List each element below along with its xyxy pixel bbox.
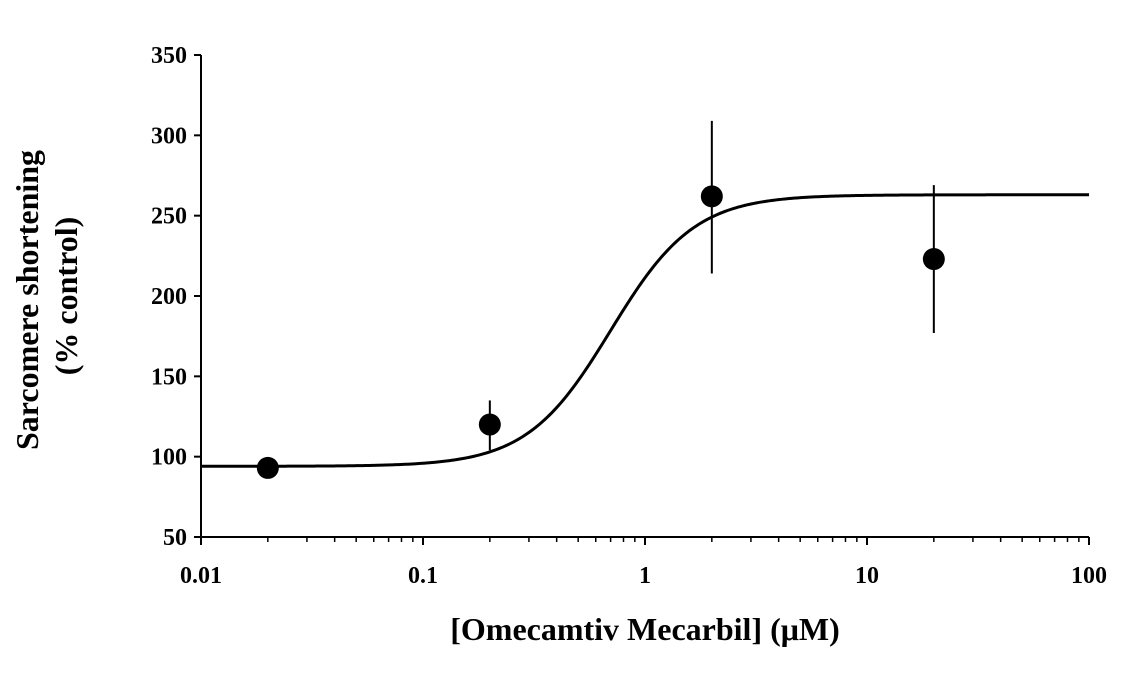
y-axis-title-line-1: Sarcomere shortening xyxy=(9,150,45,450)
x-tick-label: 1 xyxy=(639,563,651,589)
y-tick-label: 100 xyxy=(151,445,187,471)
x-tick-label: 10 xyxy=(855,563,879,589)
y-axis-title-line-2: (% control) xyxy=(48,217,84,375)
axis-ticks: 50 100 150 200 250 300 350 0.01 0.1 1 10 100 xyxy=(151,43,1107,589)
y-tick-label: 350 xyxy=(151,43,187,69)
y-tick-label: 50 xyxy=(163,525,187,551)
data-points xyxy=(256,120,945,479)
y-axis-title: Sarcomere shortening (% control) xyxy=(9,142,84,450)
data-point xyxy=(478,413,501,436)
data-point-group xyxy=(478,400,501,451)
fit-curve xyxy=(201,193,1089,468)
data-point-group xyxy=(700,120,723,274)
data-point-group xyxy=(256,456,279,479)
fit-curve-group xyxy=(201,193,1089,468)
x-tick-label: 0.1 xyxy=(408,563,438,589)
x-axis-title: [Omecamtiv Mecarbil] (μM) xyxy=(450,611,840,647)
data-point xyxy=(700,185,723,208)
y-tick-label: 300 xyxy=(151,123,187,149)
data-point xyxy=(256,456,279,479)
x-tick-label: 100 xyxy=(1071,563,1107,589)
x-tick-label: 0.01 xyxy=(180,563,222,589)
y-tick-label: 250 xyxy=(151,204,187,230)
data-point xyxy=(922,248,945,271)
y-tick-label: 200 xyxy=(151,284,187,310)
y-tick-label: 150 xyxy=(151,364,187,390)
data-point-group xyxy=(922,185,945,333)
